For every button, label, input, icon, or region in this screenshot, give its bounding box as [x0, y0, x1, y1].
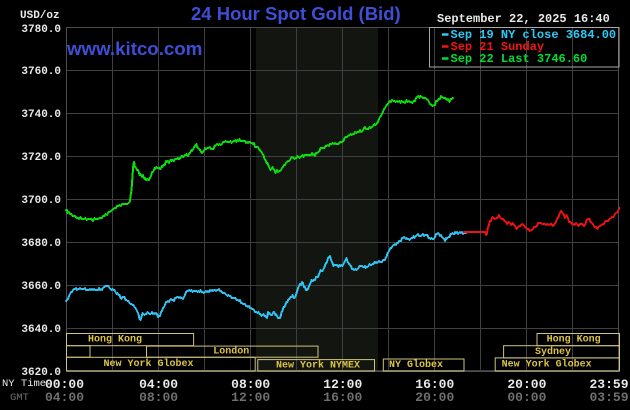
svg-text:New York Globex: New York Globex — [502, 358, 592, 370]
svg-text:Sydney: Sydney — [535, 346, 571, 358]
svg-text:NY Globex: NY Globex — [389, 359, 443, 371]
svg-text:London: London — [213, 346, 249, 358]
svg-text:Hong Kong: Hong Kong — [88, 335, 142, 346]
svg-text:Hong Kong: Hong Kong — [547, 335, 601, 346]
svg-text:New York Globex: New York Globex — [103, 358, 193, 370]
svg-text:New York NYMEX: New York NYMEX — [276, 359, 360, 371]
